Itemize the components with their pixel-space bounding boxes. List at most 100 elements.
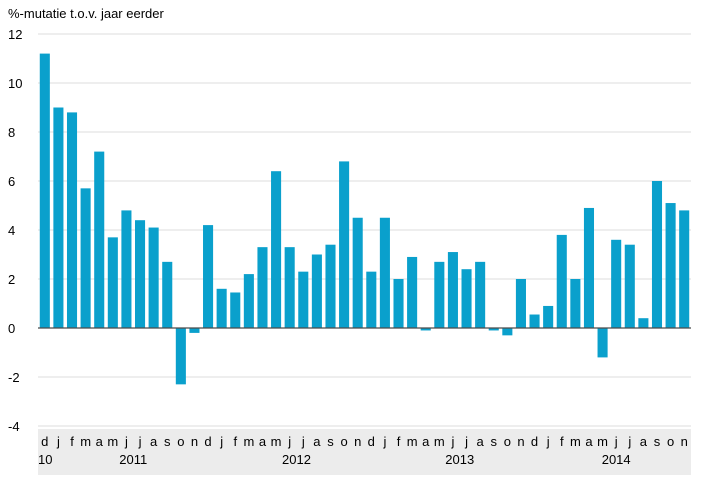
x-tick-label: o — [340, 434, 347, 449]
bar — [121, 210, 132, 328]
x-tick-label: m — [80, 434, 91, 449]
bar — [352, 217, 363, 328]
bar — [257, 247, 268, 328]
x-tick-label: d — [204, 434, 211, 449]
x-tick-label: f — [560, 434, 564, 449]
x-year-label: 2011 — [119, 452, 147, 467]
bar — [665, 203, 676, 328]
bar — [175, 328, 186, 385]
x-tick-label: a — [640, 434, 648, 449]
bar — [475, 261, 486, 328]
x-year-label: 2014 — [602, 452, 631, 467]
x-tick-label: n — [354, 434, 361, 449]
x-tick-label: j — [219, 434, 223, 449]
bar — [393, 279, 404, 328]
x-axis-year-ticks: 10 2011 2012 2013 2014 — [38, 452, 631, 467]
x-tick-label: s — [654, 434, 661, 449]
x-tick-label: a — [585, 434, 593, 449]
bar — [597, 328, 608, 358]
x-tick-label: n — [191, 434, 198, 449]
x-tick-label: f — [233, 434, 237, 449]
x-tick-label: j — [546, 434, 550, 449]
y-tick-label: -2 — [8, 370, 20, 385]
bar — [216, 288, 227, 328]
x-tick-label: n — [517, 434, 524, 449]
x-tick-label: a — [422, 434, 430, 449]
x-tick-label: s — [164, 434, 171, 449]
bar — [311, 254, 322, 328]
bar — [611, 239, 622, 328]
x-tick-label: j — [301, 434, 305, 449]
x-tick-label: s — [327, 434, 334, 449]
x-tick-label: a — [477, 434, 485, 449]
bar — [488, 328, 499, 331]
bar — [203, 225, 214, 328]
bar — [679, 210, 690, 328]
x-tick-label: n — [681, 434, 688, 449]
bar — [230, 292, 241, 328]
x-tick-label: j — [287, 434, 291, 449]
bar — [379, 217, 390, 328]
x-tick-label: m — [570, 434, 581, 449]
bar — [271, 171, 282, 328]
y-axis-label: %-mutatie t.o.v. jaar eerder — [8, 6, 164, 21]
bar — [243, 274, 254, 328]
x-tick-label: a — [259, 434, 267, 449]
x-tick-label: m — [407, 434, 418, 449]
x-tick-label: j — [627, 434, 631, 449]
x-tick-label: a — [313, 434, 321, 449]
x-tick-label: d — [368, 434, 375, 449]
bar — [148, 227, 159, 328]
bar — [53, 107, 64, 328]
y-tick-label: 4 — [8, 223, 15, 238]
bar — [461, 269, 472, 328]
bar — [366, 271, 377, 328]
bars — [39, 53, 690, 385]
y-tick-label: 8 — [8, 125, 15, 140]
bar — [162, 261, 173, 328]
x-tick-label: j — [382, 434, 386, 449]
y-axis-ticks: -4 -2 0 2 4 6 8 10 12 — [8, 27, 22, 434]
x-tick-label: j — [56, 434, 60, 449]
bar — [502, 328, 513, 336]
bar — [447, 252, 458, 328]
x-tick-label: o — [504, 434, 511, 449]
x-tick-label: a — [96, 434, 104, 449]
bar — [420, 328, 431, 331]
x-tick-label: j — [450, 434, 454, 449]
x-tick-label: s — [490, 434, 497, 449]
bar — [39, 53, 50, 328]
x-tick-label: m — [107, 434, 118, 449]
x-tick-label: d — [531, 434, 538, 449]
x-tick-label: f — [70, 434, 74, 449]
bar — [651, 181, 663, 328]
gridlines — [38, 33, 691, 427]
x-tick-label: m — [271, 434, 282, 449]
x-year-label: 2013 — [445, 452, 474, 467]
x-year-label: 2012 — [282, 452, 311, 467]
y-tick-label: -4 — [8, 419, 20, 434]
x-tick-label: o — [177, 434, 184, 449]
bar — [298, 271, 309, 328]
x-tick-label: m — [243, 434, 254, 449]
y-tick-label: 2 — [8, 272, 15, 287]
x-tick-label: f — [397, 434, 401, 449]
x-tick-label: a — [150, 434, 158, 449]
y-tick-label: 12 — [8, 27, 22, 42]
bar — [624, 244, 635, 328]
y-tick-label: 10 — [8, 76, 22, 91]
bar — [107, 237, 118, 328]
bar — [529, 314, 540, 328]
bar — [407, 256, 418, 328]
x-tick-label: j — [124, 434, 128, 449]
x-tick-label: j — [138, 434, 142, 449]
bar — [135, 220, 146, 328]
y-tick-label: 0 — [8, 321, 15, 336]
x-tick-label: m — [434, 434, 445, 449]
bar — [325, 244, 336, 328]
bar — [94, 151, 105, 328]
x-tick-label: d — [41, 434, 48, 449]
bar — [515, 279, 526, 328]
